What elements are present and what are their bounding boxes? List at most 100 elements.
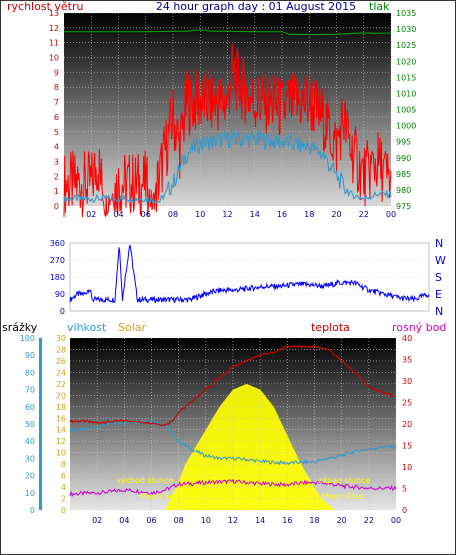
wind-speed-tick-label: 7 [54, 98, 59, 107]
wind-speed-tick-label: 6 [54, 113, 59, 122]
direction-degree-tick-label: 90 [55, 290, 65, 299]
pressure-label: tlak [369, 0, 390, 13]
temperature-tick-label: 40 [402, 334, 412, 343]
wind-speed-tick-label: 0 [54, 202, 59, 211]
temperature-time-tick-label: 16 [282, 516, 292, 525]
wind-speed-tick-label: 1 [54, 187, 59, 196]
temperature-time-tick-label: 18 [309, 516, 319, 525]
humidity-tick-label: 18 [56, 403, 66, 412]
direction-compass-tick-label: W [435, 254, 446, 267]
rain-tick-label: 60 [25, 403, 35, 412]
temperature-time-tick-label: 06 [146, 516, 156, 525]
temperature-panel-lines [69, 345, 397, 497]
humidity-tick-label: 4 [61, 483, 66, 492]
sunset-label: západ slunce [318, 476, 371, 485]
wind-time-tick-label: 16 [277, 210, 287, 219]
solar-radiation-area [144, 384, 342, 510]
wind-time-tick-label: 18 [304, 210, 314, 219]
wind-speed-tick-label: 11 [49, 39, 59, 48]
direction-degree-tick-label: 180 [50, 273, 65, 282]
wind-speed-tick-label: 3 [54, 157, 59, 166]
rain-label: srážky [2, 321, 38, 334]
direction-compass-tick-label: N [435, 305, 443, 318]
temperature-line [69, 345, 397, 427]
direction-degree-tick-label: 360 [50, 239, 65, 248]
moonrise-label: Moon Rise [322, 492, 363, 501]
temperature-tick-label: 25 [402, 399, 412, 408]
temperature-panel-x-axis: 02 04 06 08 10 12 14 16 18 20 22 00 [92, 516, 401, 525]
wind-direction-line [69, 244, 430, 304]
temperature-axis: 0 5 10 15 20 25 30 35 40 [402, 334, 412, 515]
wind-speed-tick-label: 8 [54, 83, 59, 92]
wind-panel-x-axis: 02 04 06 08 10 12 14 16 18 20 22 00 [86, 210, 396, 219]
temperature-tick-label: 30 [402, 377, 412, 386]
temperature-tick-label: 15 [402, 442, 412, 451]
humidity-label: vlhkost [67, 321, 107, 334]
temperature-tick-label: 0 [402, 506, 407, 515]
temperature-time-tick-label: 12 [228, 516, 238, 525]
pressure-tick-label: 1015 [396, 73, 416, 82]
pressure-tick-label: 1030 [396, 25, 416, 34]
temperature-label: teplota [311, 321, 350, 334]
humidity-line [69, 418, 397, 466]
humidity-tick-label: 16 [56, 414, 66, 423]
pressure-axis: 975 980 985 990 995 1000 1005 1010 1015 1020 1025 1… [396, 9, 416, 211]
pressure-tick-label: 980 [396, 186, 411, 195]
temperature-tick-label: 20 [402, 420, 412, 429]
direction-degree-tick-label: 0 [60, 307, 65, 316]
temperature-tick-label: 5 [402, 485, 407, 494]
rain-tick-label: 80 [25, 368, 35, 377]
rain-tick-label: 90 [25, 351, 35, 360]
pressure-tick-label: 1010 [396, 89, 416, 98]
humidity-tick-label: 24 [56, 368, 66, 377]
dew-point-line [69, 478, 397, 497]
wind-speed-tick-label: 10 [49, 54, 59, 63]
chart-title: 24 hour graph day : 01 August 2015 [156, 0, 356, 13]
temperature-time-tick-label: 14 [255, 516, 265, 525]
rain-tick-label: 20 [25, 472, 35, 481]
humidity-tick-label: 14 [56, 426, 66, 435]
humidity-tick-label: 8 [61, 460, 66, 469]
humidity-tick-label: 0 [61, 506, 66, 515]
humidity-tick-label: 2 [61, 495, 66, 504]
sunrise-label: východ slunce [116, 476, 173, 485]
pressure-tick-label: 995 [396, 138, 411, 147]
moonset-label: Moon Set [140, 492, 177, 501]
rain-tick-label: 10 [25, 489, 35, 498]
pressure-tick-label: 1005 [396, 106, 416, 115]
wind-time-tick-label: 06 [141, 210, 151, 219]
wind-time-tick-label: 22 [359, 210, 369, 219]
humidity-tick-label: 30 [56, 334, 66, 343]
rain-tick-label: 70 [25, 386, 35, 395]
wind-time-tick-label: 10 [195, 210, 205, 219]
rain-tick-label: 30 [25, 454, 35, 463]
wind-time-tick-label: 12 [222, 210, 232, 219]
wind-speed-label: rychlost větru [7, 0, 83, 13]
humidity-tick-label: 20 [56, 391, 66, 400]
wind-panel-lines [63, 29, 392, 218]
temperature-time-tick-label: 00 [391, 516, 401, 525]
direction-panel-lines [69, 244, 430, 304]
temperature-time-tick-label: 10 [201, 516, 211, 525]
wind-time-tick-label: 20 [331, 210, 341, 219]
direction-panel-background [69, 242, 430, 312]
temperature-time-tick-label: 02 [92, 516, 102, 525]
temperature-tick-label: 35 [402, 356, 412, 365]
rain-tick-label: 50 [25, 420, 35, 429]
temperature-tick-label: 10 [402, 463, 412, 472]
pressure-tick-label: 975 [396, 202, 411, 211]
pressure-tick-label: 1000 [396, 122, 416, 131]
humidity-tick-label: 10 [56, 449, 66, 458]
temperature-time-tick-label: 08 [174, 516, 184, 525]
wind-time-tick-label: 08 [168, 210, 178, 219]
solar-label: Solar [118, 321, 147, 334]
humidity-tick-label: 12 [56, 437, 66, 446]
wind-time-tick-label: 14 [250, 210, 260, 219]
pressure-tick-label: 1020 [396, 57, 416, 66]
rain-tick-label: 100 [20, 334, 35, 343]
wind-time-tick-label: 04 [113, 210, 123, 219]
solar-area [144, 384, 342, 510]
